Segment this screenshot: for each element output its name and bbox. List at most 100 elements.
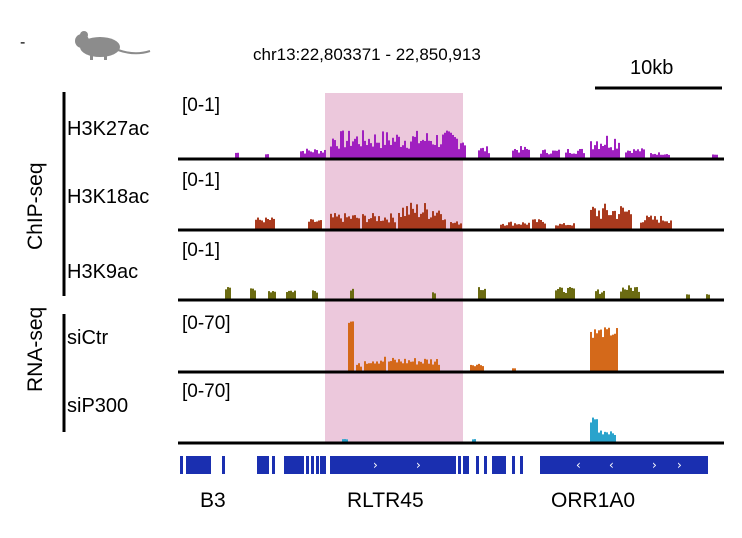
signal-bar <box>626 289 628 299</box>
signal-bar <box>237 152 239 158</box>
signal-bar <box>486 146 488 158</box>
signal-bar <box>542 150 544 158</box>
gene-exon <box>476 456 479 474</box>
signal-bar <box>400 216 402 229</box>
signal-bar <box>643 149 645 158</box>
signal-bar <box>270 292 272 299</box>
signal-bar <box>408 360 410 371</box>
signal-bar <box>374 363 376 371</box>
signal-bar <box>364 140 366 158</box>
signal-bar <box>524 146 526 158</box>
signal-bar <box>592 149 594 158</box>
signal-bar <box>594 419 596 442</box>
signal-bar <box>364 215 366 229</box>
signal-bar <box>606 432 608 442</box>
signal-bar <box>350 218 352 229</box>
signal-bar <box>712 154 714 158</box>
signal-bar <box>470 364 472 371</box>
signal-bar <box>390 144 392 158</box>
gene-exon <box>320 456 326 474</box>
signal-bar <box>400 146 402 158</box>
gene-exon <box>284 456 304 474</box>
small-dash: - <box>20 34 25 51</box>
signal-bar <box>558 149 560 158</box>
signal-bar <box>524 223 526 229</box>
signal-bar <box>598 210 600 229</box>
signal-bar <box>334 213 336 229</box>
signal-bar <box>563 291 565 299</box>
signal-bar <box>432 364 434 371</box>
signal-bar <box>394 141 396 158</box>
signal-bar <box>406 206 408 229</box>
signal-bar <box>368 138 370 158</box>
signal-bar <box>452 134 454 158</box>
signal-bar <box>416 130 418 158</box>
signal-bar <box>257 217 259 229</box>
signal-bar <box>358 144 360 158</box>
signal-bar <box>630 214 632 229</box>
signal-bar <box>368 219 370 229</box>
signal-bar <box>656 154 658 158</box>
signal-bar <box>434 144 436 158</box>
signal-bar <box>378 216 380 229</box>
signal-bar <box>412 208 414 229</box>
signal-bar <box>225 289 227 299</box>
signal-bar <box>600 329 602 371</box>
gene-exon <box>458 456 461 474</box>
track-label-sip300: siP300 <box>67 395 128 417</box>
signal-bar <box>458 224 460 229</box>
signal-bar <box>714 154 716 158</box>
signal-bar <box>324 149 326 158</box>
signal-bar <box>634 287 636 299</box>
signal-bar <box>662 154 664 158</box>
signal-bar <box>336 146 338 158</box>
signal-bar <box>362 130 364 158</box>
signal-bar <box>410 361 412 371</box>
signal-bar <box>604 203 606 229</box>
signal-bar <box>569 225 571 229</box>
signal-bar <box>557 225 559 229</box>
signal-bar <box>346 439 348 442</box>
signal-bar <box>610 147 612 158</box>
signal-bar <box>637 149 639 158</box>
signal-bar <box>639 151 641 158</box>
signal-bar <box>428 218 430 229</box>
signal-bar <box>512 225 514 229</box>
signal-bar <box>263 222 265 229</box>
signal-bar <box>628 210 630 229</box>
signal-bar <box>312 219 314 229</box>
signal-bar <box>561 224 563 229</box>
signal-bar <box>400 361 402 371</box>
signal-bar <box>514 223 516 229</box>
signal-bar <box>565 225 567 229</box>
signal-bar <box>410 202 412 229</box>
signal-bar <box>392 137 394 158</box>
signal-bar <box>654 153 656 158</box>
signal-bar <box>250 288 252 299</box>
signal-bar <box>261 220 263 229</box>
strand-arrow-icon: › <box>652 458 657 472</box>
signal-bar <box>565 292 567 299</box>
signal-bar <box>595 291 597 299</box>
signal-bar <box>404 140 406 158</box>
signal-bar <box>410 141 412 158</box>
signal-bar <box>480 365 482 371</box>
signal-bar <box>338 214 340 229</box>
signal-bar <box>628 285 630 299</box>
signal-bar <box>265 154 267 158</box>
signal-bar <box>557 288 559 299</box>
signal-bar <box>408 148 410 158</box>
signal-bar <box>625 152 627 158</box>
signal-bar <box>544 223 546 229</box>
signal-bar <box>472 439 474 442</box>
signal-bar <box>542 221 544 229</box>
signal-bar <box>608 434 610 442</box>
signal-bar <box>388 222 390 229</box>
gene-label-orr1a0: ORR1A0 <box>551 489 635 512</box>
signal-bar <box>575 153 577 158</box>
signal-bar <box>612 211 614 229</box>
signal-bar <box>520 146 522 158</box>
signal-bar <box>456 221 458 229</box>
signal-bar <box>438 147 440 158</box>
gene-exon <box>257 456 269 474</box>
